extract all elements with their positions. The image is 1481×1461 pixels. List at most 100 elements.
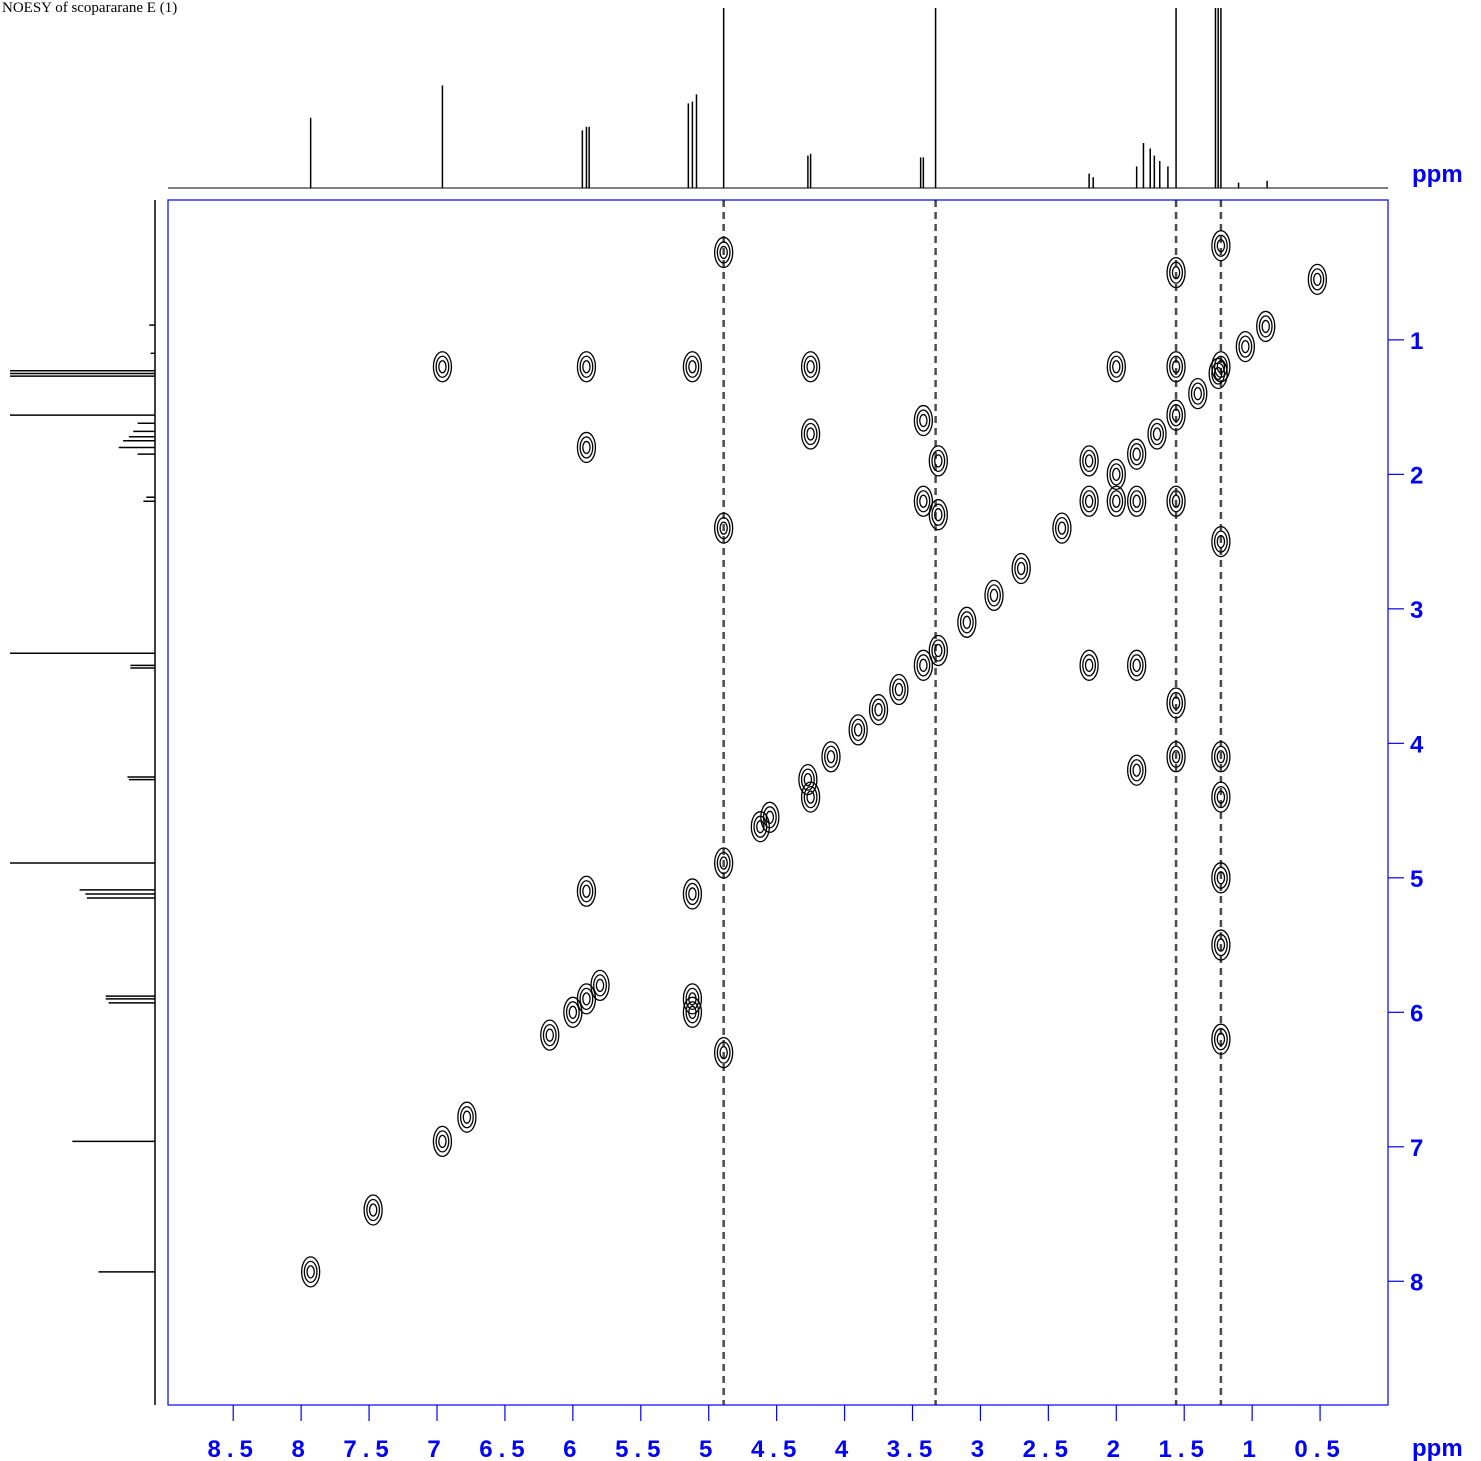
cross-peak — [800, 351, 821, 383]
cross-peak — [540, 1019, 560, 1051]
cross-peak — [1109, 490, 1124, 513]
cross-peak — [760, 801, 780, 833]
y-tick-label: 8 — [1410, 1269, 1423, 1296]
cross-peak — [685, 987, 700, 1011]
cross-peak — [1132, 763, 1141, 777]
cross-peak — [913, 485, 934, 517]
cross-peak — [957, 606, 977, 638]
y-tick-label: 5 — [1410, 866, 1423, 893]
cross-peak — [962, 615, 972, 629]
cross-peak — [919, 413, 928, 428]
cross-peak — [987, 584, 1001, 607]
cross-peak — [1084, 658, 1094, 672]
cross-peak — [1169, 745, 1184, 768]
cross-peak — [719, 521, 728, 535]
cross-peak — [542, 1024, 557, 1047]
cross-peak — [1109, 355, 1124, 378]
cross-peak — [435, 1130, 450, 1153]
cross-peak — [1171, 408, 1181, 422]
cross-peak — [579, 987, 594, 1011]
cross-peak — [719, 245, 728, 260]
cross-peak — [590, 969, 610, 1002]
cross-peak — [1216, 534, 1226, 549]
y-tick-label: 1 — [1410, 328, 1423, 355]
cross-peak — [848, 714, 868, 746]
cross-peak — [1127, 754, 1147, 786]
cross-peak — [1216, 750, 1226, 764]
x-tick-label: 7.5 — [343, 1436, 394, 1461]
cross-peak — [806, 790, 815, 804]
cross-peak — [1211, 862, 1231, 894]
cross-peak — [889, 673, 909, 706]
cross-peak — [1216, 938, 1226, 952]
cross-peak — [916, 409, 931, 432]
cross-peak — [582, 992, 591, 1006]
cross-peak — [1171, 360, 1181, 374]
cross-peak — [928, 634, 948, 667]
cross-peak — [1213, 1028, 1228, 1051]
cross-peak — [582, 440, 591, 455]
cross-peak — [1211, 525, 1231, 558]
cross-peak — [919, 658, 928, 672]
cross-peak — [800, 768, 815, 791]
cross-peak — [1310, 268, 1325, 291]
cross-peak — [1112, 494, 1121, 508]
x-axis-label-top: ppm — [1412, 161, 1463, 188]
cross-peak — [803, 785, 818, 809]
cross-peak — [806, 427, 815, 441]
cross-peak — [1208, 357, 1228, 390]
cross-peak — [1152, 427, 1162, 441]
x-tick-label: 4.5 — [751, 1436, 802, 1461]
cross-peak — [1313, 272, 1322, 286]
cross-peak — [806, 360, 815, 374]
cross-peak — [1079, 445, 1099, 477]
cross-peak — [1213, 355, 1228, 378]
cross-peak — [576, 351, 597, 383]
cross-peak — [1213, 366, 1223, 381]
cross-peak — [1216, 239, 1226, 253]
cross-peak — [931, 503, 946, 526]
x-tick-label: 8 — [291, 1436, 310, 1461]
cross-peak — [1169, 261, 1184, 284]
cross-peak — [1171, 696, 1181, 710]
x-tick-label: 1.5 — [1159, 1436, 1210, 1461]
cross-peak — [1238, 335, 1253, 358]
cross-peak — [576, 875, 597, 907]
cross-peak — [798, 763, 818, 796]
cross-peak — [1216, 871, 1226, 885]
cross-peak — [1106, 351, 1126, 383]
cross-peak — [853, 723, 863, 737]
cross-peak — [1213, 745, 1228, 768]
cross-peak — [1213, 234, 1228, 257]
cross-peak — [1169, 355, 1184, 378]
cross-peak — [868, 694, 889, 726]
cross-peak — [931, 639, 946, 662]
cross-peak — [682, 878, 703, 910]
x-tick-label: 8.5 — [208, 1436, 259, 1461]
x-tick-label: 1 — [1242, 1436, 1261, 1461]
cross-peak — [1213, 866, 1228, 889]
x-tick-label: 7 — [427, 1436, 446, 1461]
cross-peak — [1150, 422, 1164, 446]
cross-peak — [582, 360, 591, 374]
cross-peak — [1129, 443, 1144, 466]
cross-peak — [582, 884, 591, 898]
cross-peak — [688, 887, 697, 901]
y-tick-label: 6 — [1410, 1000, 1423, 1027]
cross-peak — [719, 1045, 728, 1060]
cross-peak — [1216, 790, 1226, 804]
cross-peak — [1079, 649, 1099, 681]
cross-peak — [1014, 557, 1029, 580]
cross-peak — [459, 1106, 474, 1129]
cross-peak — [714, 847, 734, 879]
y-tick-label: 7 — [1410, 1135, 1423, 1162]
cross-peak — [803, 422, 818, 446]
cross-peak — [1082, 449, 1097, 473]
cross-peak — [1307, 263, 1328, 295]
cross-peak — [593, 974, 607, 997]
cross-peak — [928, 445, 948, 477]
cross-peak — [462, 1110, 472, 1124]
cross-peak — [716, 851, 731, 875]
cross-peak — [685, 1001, 700, 1024]
cross-peak — [1106, 485, 1126, 517]
